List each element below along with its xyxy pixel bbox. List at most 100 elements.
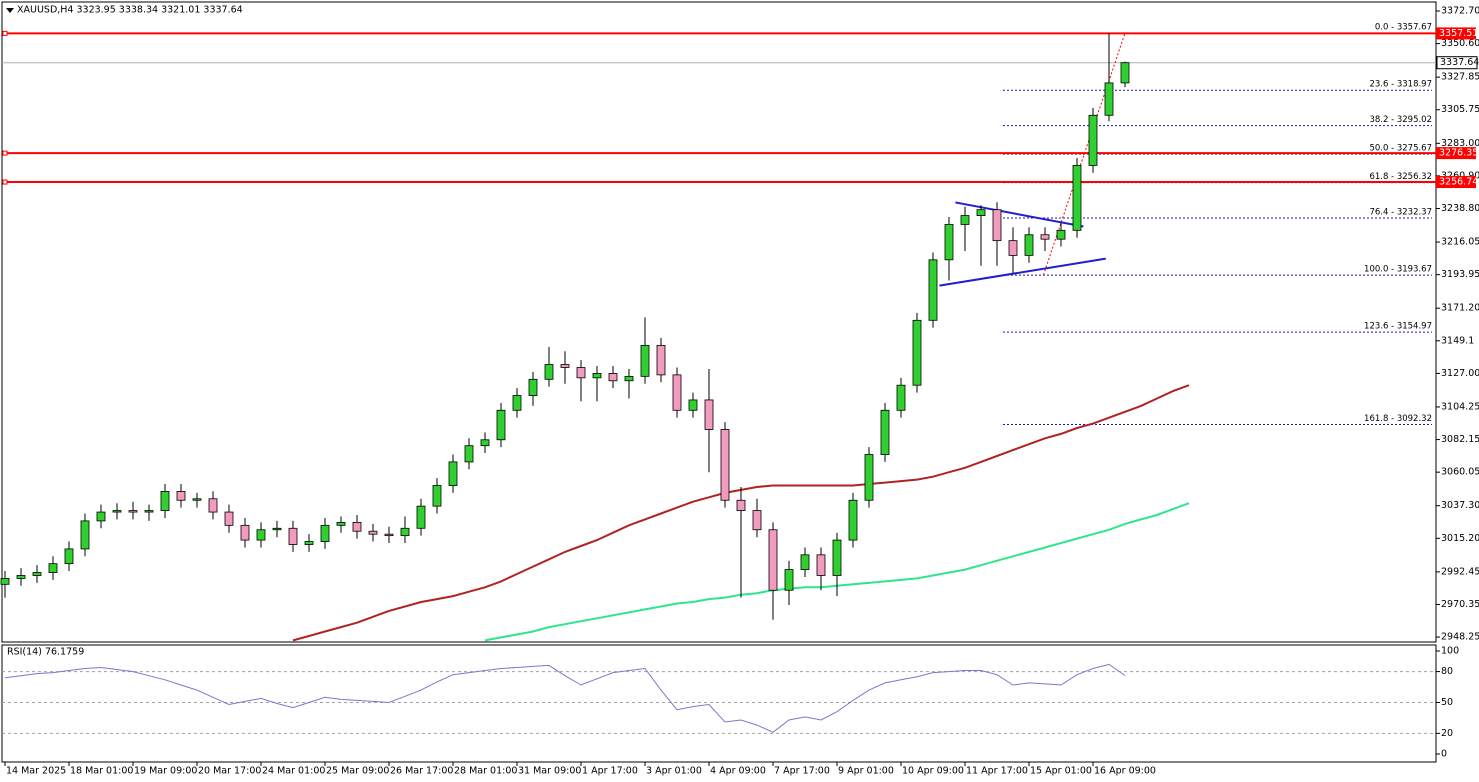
candle-body — [176, 491, 186, 501]
rsi-title: RSI(14) 76.1759 — [7, 647, 84, 658]
candle-body — [816, 554, 826, 576]
x-tick-label: 18 Mar 01:00 — [70, 766, 133, 777]
level-box — [1436, 27, 1476, 40]
candle-body — [224, 511, 234, 526]
menu-icon[interactable] — [6, 8, 14, 13]
fib-label: 123.6 - 3154.97 — [1364, 322, 1432, 332]
candle-body — [832, 539, 842, 576]
y-tick-label: 20 — [1441, 728, 1453, 739]
candle-body — [608, 373, 618, 382]
x-tick-label: 15 Apr 01:00 — [1030, 766, 1092, 777]
candle-body — [896, 384, 906, 411]
x-tick-label: 26 Mar 17:00 — [390, 766, 453, 777]
y-tick-label: 3260.90 — [1441, 170, 1479, 181]
rsi-panel — [1, 644, 1437, 763]
candle-body — [880, 409, 890, 455]
candle-body — [480, 439, 490, 447]
level-box — [1436, 176, 1476, 189]
x-tick-label: 25 Mar 09:00 — [326, 766, 389, 777]
candle-body — [1040, 234, 1050, 240]
candle-body — [240, 524, 250, 541]
y-tick-label: 2992.45 — [1441, 566, 1479, 577]
x-tick-label: 1 Apr 17:00 — [582, 766, 638, 777]
candle-body — [688, 399, 698, 411]
y-tick-label: 2948.25 — [1441, 632, 1479, 643]
y-tick-label: 3372.70 — [1441, 5, 1479, 16]
candle-body — [112, 510, 122, 513]
x-tick-label: 11 Apr 17:00 — [966, 766, 1028, 777]
x-tick-label: 20 Mar 17:00 — [198, 766, 261, 777]
candle-body — [128, 510, 138, 513]
y-tick-label: 3283.00 — [1441, 138, 1479, 149]
candle-body — [672, 374, 682, 411]
candle-body — [272, 527, 282, 531]
candle-body — [656, 344, 666, 376]
y-tick-label: 3127.00 — [1441, 368, 1479, 379]
y-tick-label: 100 — [1441, 645, 1459, 656]
candle-body — [304, 541, 314, 545]
x-tick-label: 14 Mar 2025 — [6, 766, 66, 777]
candle-body — [624, 375, 634, 382]
candle-body — [1056, 229, 1066, 240]
y-tick-label: 80 — [1441, 666, 1453, 677]
candle-body — [160, 491, 170, 511]
candle-body — [320, 524, 330, 542]
candle-body — [288, 527, 298, 545]
level-label: 3357.51 — [1439, 28, 1478, 39]
candle-body — [144, 510, 154, 513]
candle-body — [640, 344, 650, 377]
candle-body — [752, 510, 762, 531]
fib-label: 50.0 - 3275.67 — [1369, 144, 1432, 154]
y-tick-label: 3060.05 — [1441, 467, 1479, 478]
candle-body — [368, 530, 378, 535]
candle-body — [352, 521, 362, 532]
fib-label: 0.0 - 3357.67 — [1375, 23, 1432, 33]
y-tick-label: 3216.05 — [1441, 237, 1479, 248]
candle-body — [768, 529, 778, 591]
fib-label: 23.6 - 3318.97 — [1369, 80, 1432, 90]
candle-body — [256, 529, 266, 541]
fib-label: 161.8 - 3092.32 — [1364, 414, 1432, 424]
candle-body — [432, 485, 442, 507]
candle-body — [544, 364, 554, 380]
candle-body — [416, 505, 426, 529]
candle-body — [944, 224, 954, 261]
candle-body — [576, 367, 586, 379]
chart-title: XAUUSD,H4 3323.95 3338.34 3321.01 3337.6… — [17, 5, 243, 16]
fib-diagonal — [1042, 33, 1126, 276]
candle-body — [736, 499, 746, 511]
y-tick-label: 3305.75 — [1441, 104, 1479, 115]
candle-body — [992, 209, 1002, 242]
candle-body — [496, 409, 506, 441]
candle-body — [864, 454, 874, 501]
level-handle — [2, 30, 8, 36]
level-box — [1436, 147, 1476, 160]
candle-body — [784, 569, 794, 591]
level-label: 3256.74 — [1439, 177, 1478, 188]
candle-body — [64, 548, 74, 565]
y-tick-label: 3350.60 — [1441, 38, 1479, 49]
y-tick-label: 3238.80 — [1441, 203, 1479, 214]
fib-label: 38.2 - 3295.02 — [1369, 115, 1432, 125]
candle-body — [0, 578, 10, 585]
candle-body — [976, 209, 986, 216]
y-tick-label: 0 — [1441, 748, 1447, 759]
y-tick-label: 3327.85 — [1441, 72, 1479, 83]
y-tick-label: 2970.35 — [1441, 599, 1479, 610]
y-tick-label: 3082.15 — [1441, 434, 1479, 445]
candle-body — [208, 498, 218, 513]
y-tick-label: 3193.95 — [1441, 269, 1479, 280]
x-tick-label: 31 Mar 09:00 — [518, 766, 581, 777]
candle-body — [800, 554, 810, 570]
candle-body — [448, 461, 458, 486]
fib-label: 100.0 - 3193.67 — [1364, 265, 1432, 275]
x-tick-label: 4 Apr 09:00 — [710, 766, 766, 777]
main-panel — [1, 1, 1437, 643]
current-price-box — [1436, 56, 1478, 70]
x-tick-label: 10 Apr 09:00 — [902, 766, 964, 777]
x-tick-label: 16 Apr 09:00 — [1094, 766, 1156, 777]
current-price-label: 3337.64 — [1440, 57, 1479, 68]
level-handle — [2, 179, 8, 185]
trendline — [939, 257, 1106, 287]
candle-body — [1024, 234, 1034, 256]
